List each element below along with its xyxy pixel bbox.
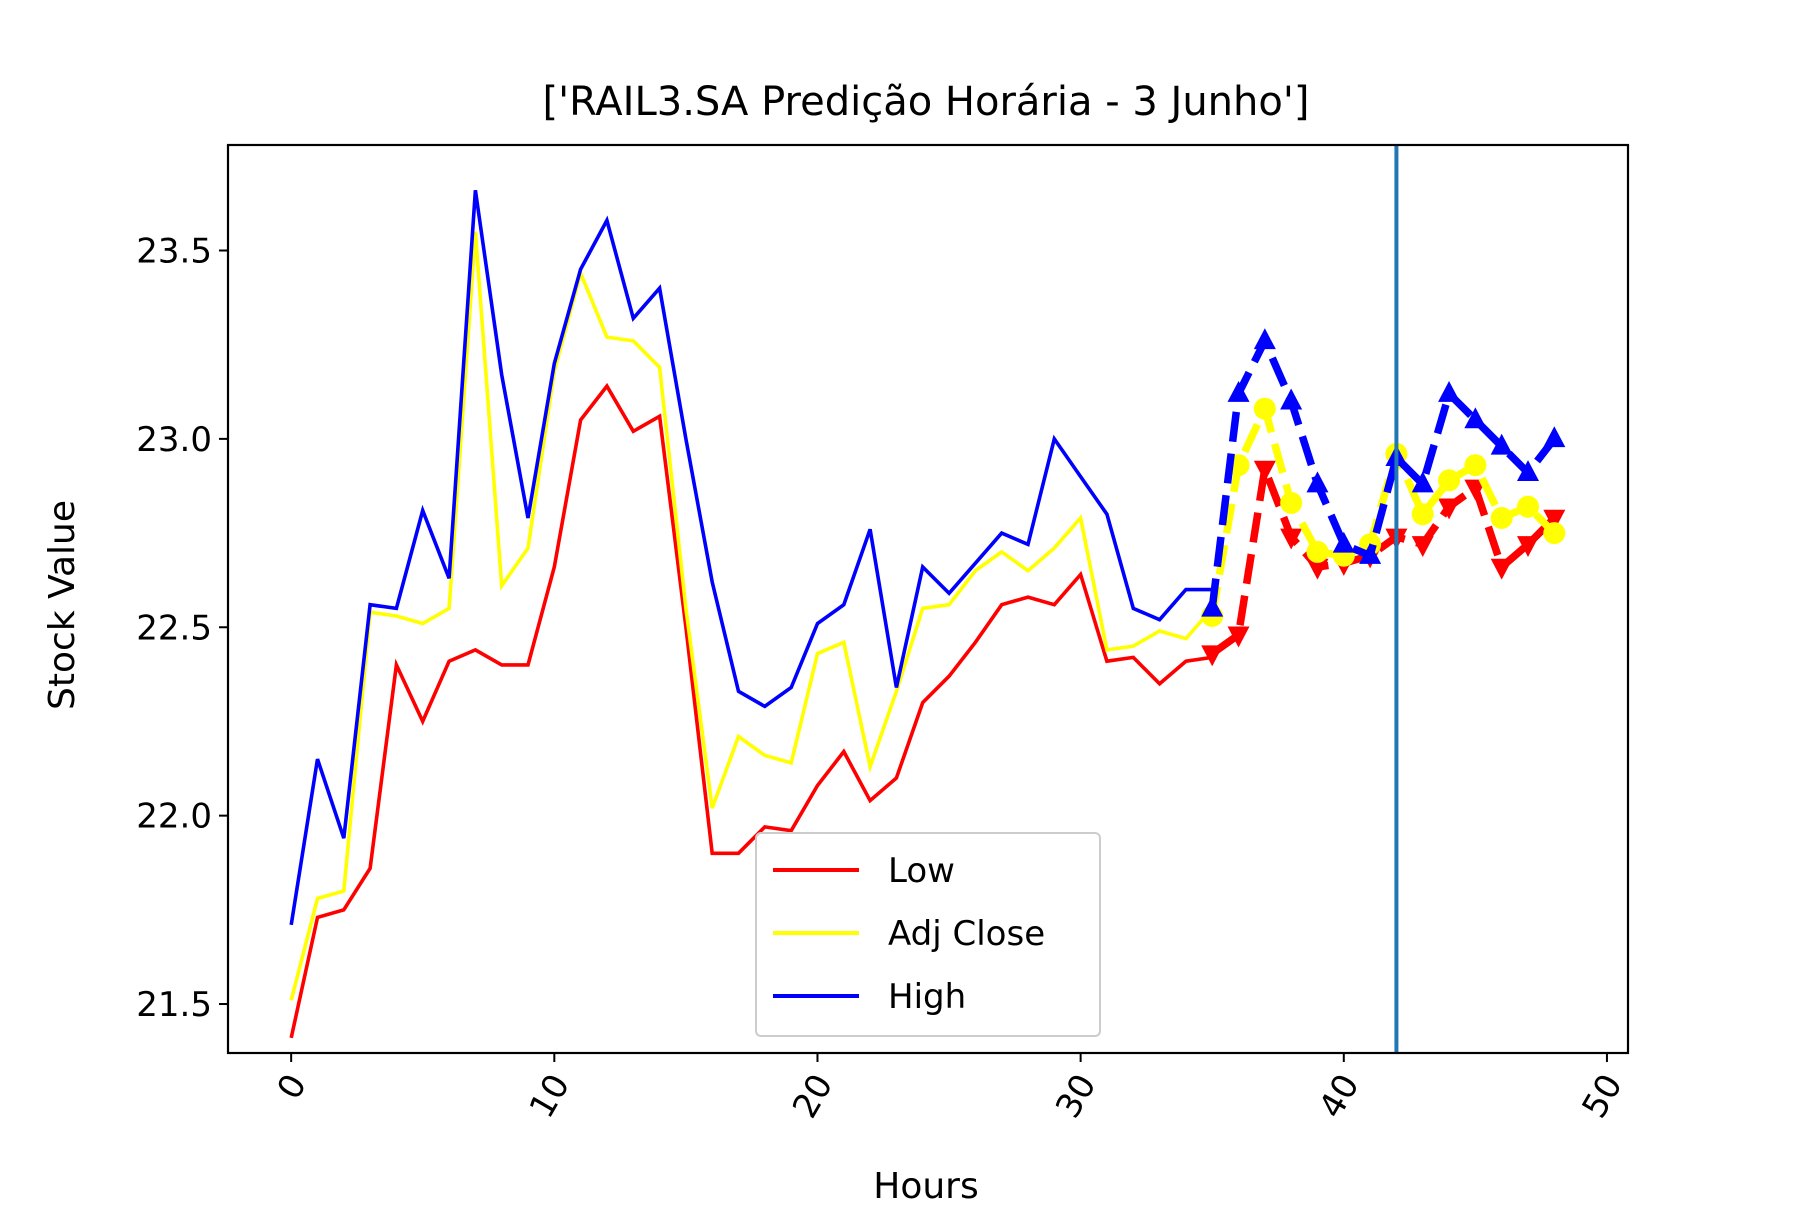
prediction-point-2-13	[1543, 426, 1566, 448]
prediction-point-0-2	[1253, 460, 1276, 482]
y-tick-label-21.5: 21.5	[136, 985, 212, 1025]
prediction-point-2-6	[1359, 543, 1382, 564]
prediction-point-1-4	[1306, 540, 1329, 563]
prediction-point-0-8	[1411, 536, 1434, 558]
y-tick-label-23.5: 23.5	[136, 231, 212, 271]
prediction-point-0-3	[1280, 528, 1303, 550]
y-tick-label-23: 23.0	[136, 420, 212, 460]
prediction-point-2-4	[1306, 471, 1329, 493]
legend: Low Adj Close High	[755, 832, 1101, 1037]
prediction-point-2-0	[1201, 595, 1224, 617]
prediction-point-1-8	[1411, 503, 1434, 526]
legend-label-2: High	[888, 977, 966, 1017]
prediction-point-1-3	[1280, 491, 1303, 514]
prediction-point-1-9	[1438, 469, 1461, 492]
legend-label-1: Adj Close	[888, 914, 1045, 954]
prediction-point-0-1	[1227, 626, 1250, 648]
prediction-point-0-9	[1438, 498, 1461, 520]
prediction-line-0	[1210, 465, 1557, 657]
prediction-point-2-8	[1411, 471, 1434, 493]
series-line-adj-close	[289, 231, 1214, 1001]
prediction-point-2-12	[1517, 460, 1539, 482]
prediction-point-0-4	[1306, 558, 1329, 580]
prediction-line-1	[1208, 404, 1557, 617]
legend-box	[755, 832, 1101, 1037]
prediction-point-0-0	[1201, 645, 1224, 667]
prediction-point-0-10	[1464, 479, 1487, 501]
legend-label-0: Low	[888, 851, 955, 891]
prediction-point-2-9	[1438, 381, 1461, 402]
prediction-line-2	[1208, 337, 1558, 609]
prediction-point-2-3	[1280, 388, 1303, 410]
y-tick-label-22.5: 22.5	[136, 608, 212, 648]
prediction-point-1-11	[1490, 507, 1513, 529]
prediction-point-1-12	[1517, 495, 1539, 518]
prediction-point-1-13	[1543, 522, 1566, 545]
prediction-point-2-10	[1464, 407, 1487, 429]
prediction-point-0-12	[1517, 536, 1539, 558]
series-line-high	[289, 189, 1213, 926]
prediction-point-2-2	[1253, 328, 1276, 350]
y-tick-label-22: 22.0	[136, 797, 212, 837]
prediction-point-1-2	[1253, 397, 1276, 420]
prediction-point-2-1	[1227, 381, 1250, 402]
prediction-point-0-13	[1543, 509, 1566, 531]
prediction-point-2-11	[1490, 433, 1513, 455]
series-line-low	[289, 382, 1213, 1039]
plot-frame	[226, 143, 1630, 1055]
series-layer	[289, 145, 1566, 1053]
prediction-point-1-10	[1464, 454, 1487, 477]
prediction-point-0-11	[1490, 558, 1513, 580]
chart-title: ['RAIL3.SA Predição Horária - 3 Junho']	[543, 79, 1310, 125]
prediction-point-2-5	[1332, 531, 1355, 553]
x-axis-label: Hours	[873, 1166, 978, 1200]
y-axis-label: Stock Value	[42, 500, 83, 710]
